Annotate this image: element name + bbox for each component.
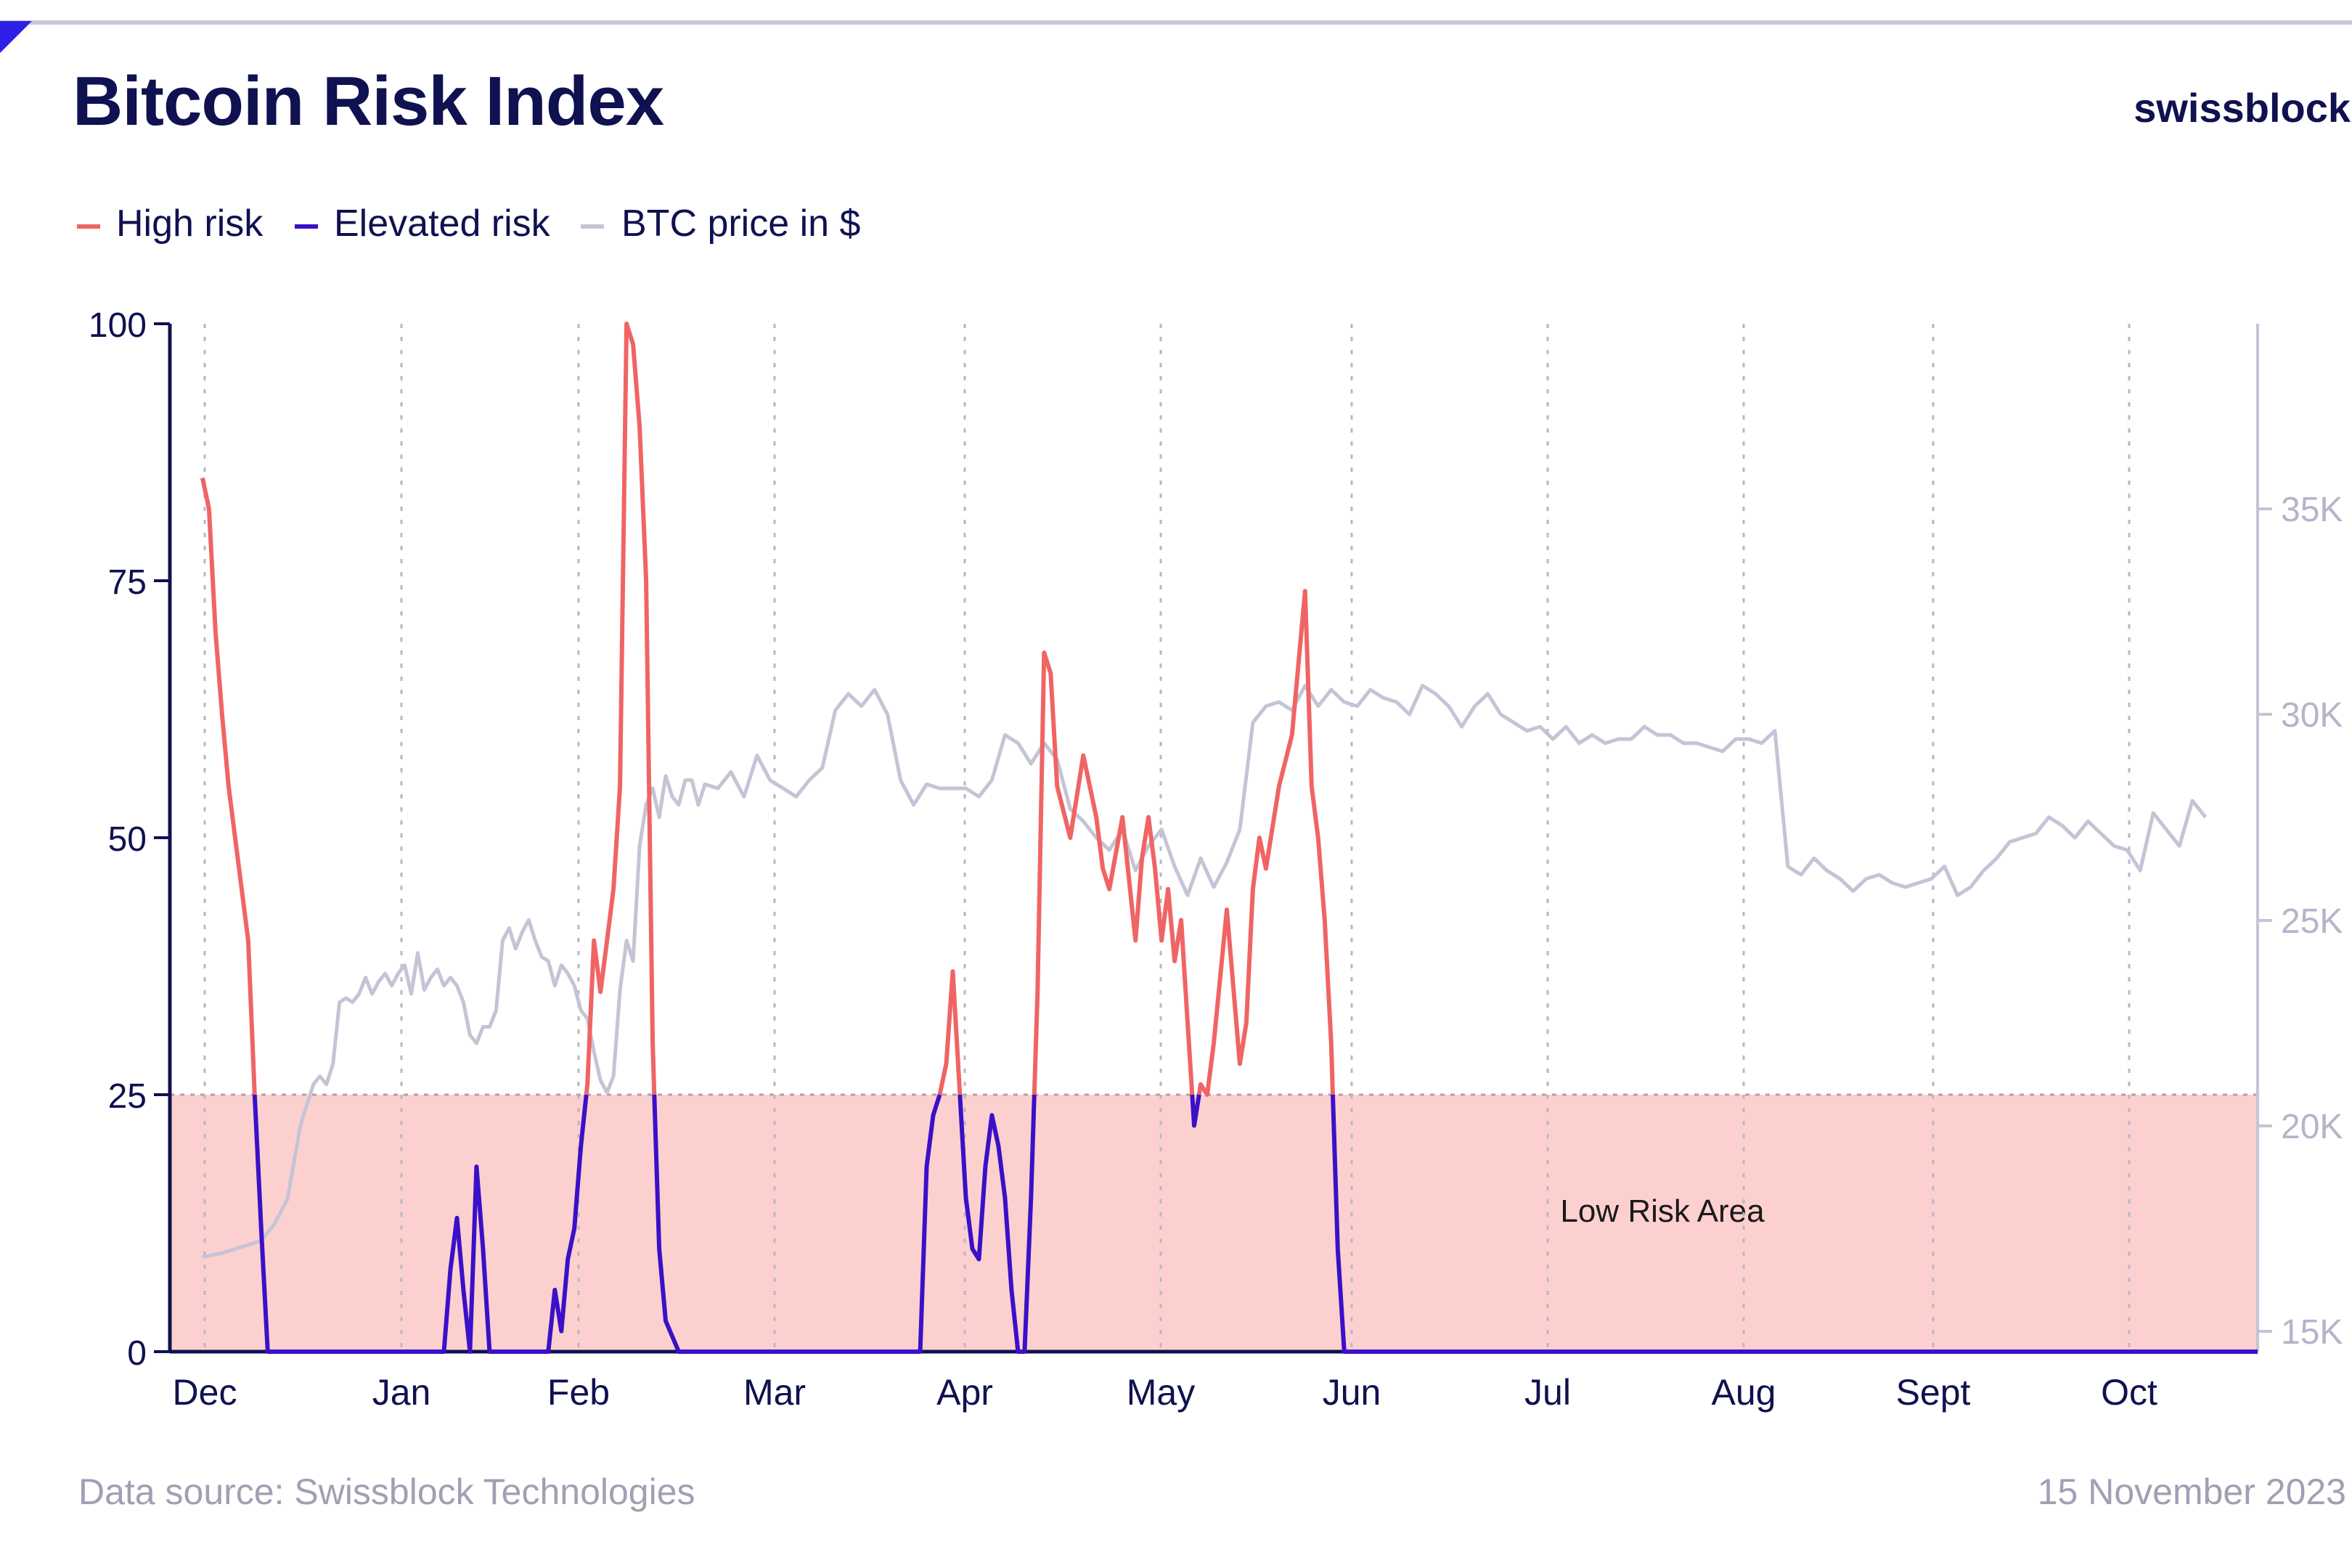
y-axis-right-ticks: 15K 20K 25K 30K 35K (2258, 491, 2343, 1352)
x-gridlines (203, 324, 2131, 1352)
high-risk-segment (200, 477, 257, 1095)
elevated-risk-segment (1331, 1094, 2258, 1354)
y-tick-label: 50 (108, 820, 147, 859)
x-tick-label: Jul (1524, 1372, 1571, 1413)
legend: High risk Elevated risk BTC price in $ (77, 203, 861, 245)
y-right-tick-label: 15K (2281, 1313, 2343, 1352)
x-tick-label: Jan (372, 1372, 431, 1413)
x-tick-label: Oct (2101, 1372, 2157, 1413)
high-risk-segment (584, 322, 657, 1095)
y-tick-label: 100 (89, 306, 147, 345)
x-tick-label: Dec (173, 1372, 237, 1413)
btc-price-line (202, 683, 2208, 1259)
risk-index-line (200, 322, 2258, 1354)
x-tick-label: Apr (936, 1372, 993, 1413)
y-right-tick-label: 20K (2281, 1108, 2343, 1146)
brand-logo: swissblock (2133, 85, 2351, 131)
y-right-tick-label: 35K (2281, 491, 2343, 529)
x-tick-label: Sept (1896, 1372, 1971, 1413)
high-risk-segment (1032, 650, 1195, 1095)
y-right-tick-label: 25K (2281, 902, 2343, 941)
y-tick-label: 0 (127, 1334, 147, 1373)
y-tick-label: 25 (108, 1077, 147, 1116)
high-risk-segment (1196, 589, 1335, 1097)
legend-label-elevated-risk: Elevated risk (334, 203, 551, 245)
elevated-risk-segment (1190, 1094, 1201, 1128)
elevated-risk-segment (652, 1094, 942, 1354)
legend-label-high-risk: High risk (116, 203, 264, 245)
elevated-risk-segment (957, 1094, 1037, 1354)
y-tick-label: 75 (108, 563, 147, 602)
x-tick-label: Mar (743, 1372, 806, 1413)
page-title: Bitcoin Risk Index (73, 62, 664, 140)
y-right-tick-label: 30K (2281, 696, 2343, 735)
y-axis-left-ticks: 0 25 50 75 100 (89, 306, 170, 1373)
elevated-risk-segment (252, 1094, 589, 1354)
low-risk-label: Low Risk Area (1560, 1193, 1765, 1229)
x-axis-labels: Dec Jan Feb Mar Apr May Jun Jul Aug Sept Oct (173, 1372, 2157, 1413)
legend-label-btc-price: BTC price in $ (621, 203, 861, 245)
high-risk-segment (937, 969, 963, 1095)
x-tick-label: Jun (1323, 1372, 1381, 1413)
low-risk-area (170, 1095, 2258, 1352)
x-tick-label: Feb (547, 1372, 610, 1413)
corner-accent (0, 21, 32, 53)
data-source: Data source: Swissblock Technologies (78, 1471, 695, 1512)
x-tick-label: May (1127, 1372, 1195, 1413)
x-tick-label: Aug (1712, 1372, 1776, 1413)
publish-date: 15 November 2023 (2038, 1471, 2346, 1512)
